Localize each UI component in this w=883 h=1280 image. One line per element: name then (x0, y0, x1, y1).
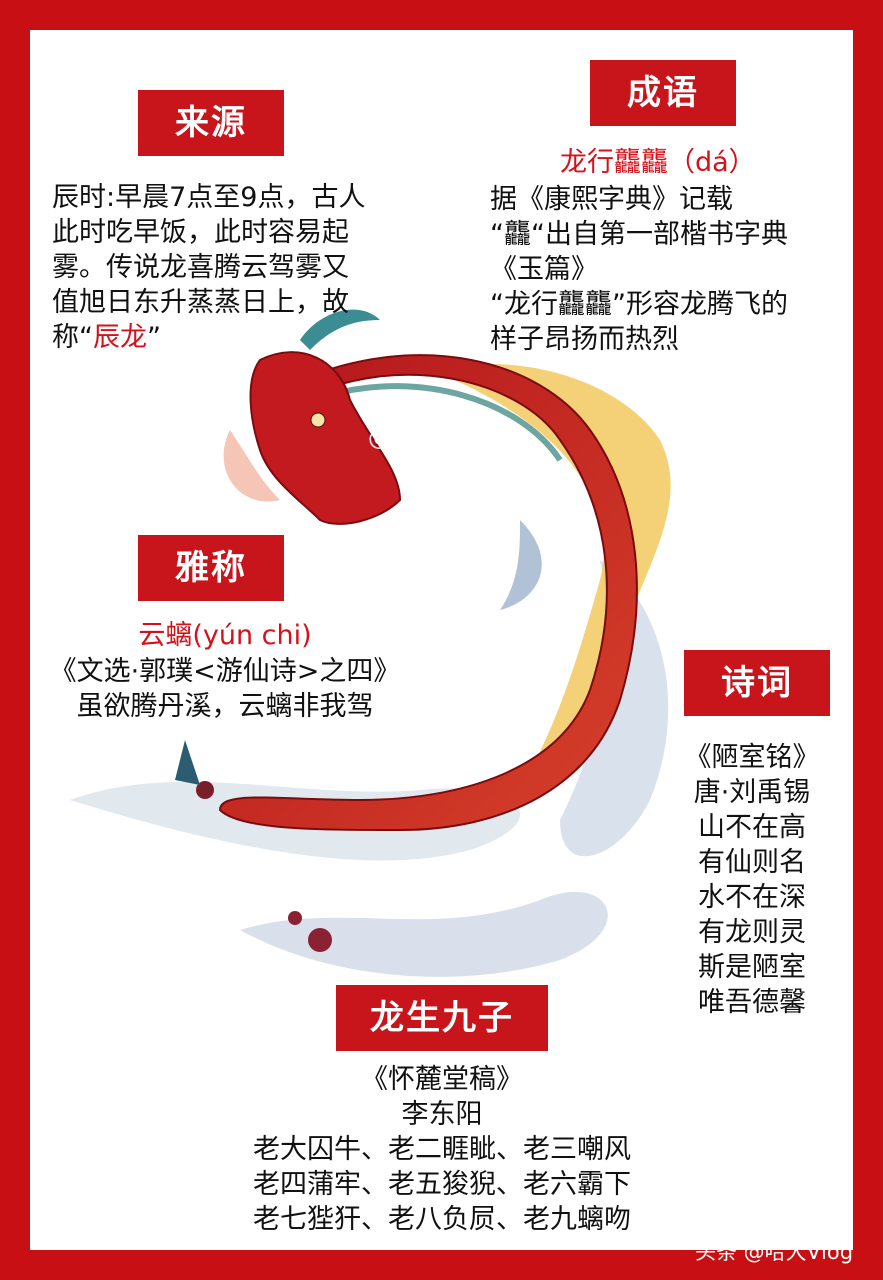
nine-sons-line: 老七狴犴、老八负屃、老九螭吻 (253, 1204, 631, 1235)
section-tag-idiom: 成语 (590, 60, 736, 126)
origin-line: 值旭日东升蒸蒸日上，故 (52, 287, 349, 318)
section-tag-origin: 来源 (138, 90, 284, 156)
poem-line: 水不在深 (698, 882, 806, 913)
tassel-shape (175, 740, 200, 785)
idiom-line: 《玉篇》 (490, 254, 598, 285)
origin-highlight: 辰龙 (93, 322, 147, 353)
poem-line: 《陋室铭》 (684, 742, 820, 773)
idiom-line: “龙行龘龘”形容龙腾飞的 (490, 289, 788, 320)
section-tag-poem: 诗词 (684, 650, 830, 716)
origin-line: 辰时:早晨7点至9点，古人 (52, 182, 366, 213)
nine-sons-line: 《怀麓堂稿》 (361, 1064, 523, 1095)
bead-shape (196, 781, 214, 799)
idiom-line: 据《康熙字典》记载 (490, 184, 733, 215)
idiom-highlight: 龙行龘龘（dá） (560, 147, 756, 178)
origin-last-prefix: 称“ (52, 322, 93, 353)
section-tag-alias: 雅称 (138, 535, 284, 601)
cloud-shape (223, 430, 280, 502)
bead-shape (288, 911, 302, 925)
nine-sons-text: 《怀麓堂稿》 李东阳 老大囚牛、老二睚眦、老三嘲风 老四蒲牢、老五狻猊、老六霸下… (200, 1062, 684, 1237)
alias-highlight: 云螭(yún chi) (138, 620, 312, 651)
nine-sons-line: 老四蒲牢、老五狻猊、老六霸下 (253, 1169, 631, 1200)
dragon-eye (310, 412, 326, 428)
idiom-line: “龘“出自第一部楷书字典 (490, 219, 788, 250)
dragon-head (249, 351, 402, 525)
ribbon-shape (500, 520, 542, 610)
alias-text: 《文选·郭璞<游仙诗>之四》 虽欲腾丹溪，云螭非我驾 (40, 654, 410, 724)
origin-line: 此时吃早饭，此时容易起 (52, 217, 349, 248)
poem-line: 有龙则灵 (698, 917, 806, 948)
ribbon-shape (240, 891, 608, 977)
dragon-pattern (329, 383, 563, 462)
poem-line: 有仙则名 (698, 847, 806, 878)
footer-credit: 头条 @哈大Vlog (695, 1240, 854, 1264)
dragon-body (218, 354, 638, 832)
idiom-line: 样子昂扬而热烈 (490, 324, 679, 355)
origin-line: 雾。传说龙喜腾云驾雾又 (52, 252, 349, 283)
watermark: @小小团麻麻 (368, 426, 501, 451)
origin-last-line: 称“辰龙” (52, 320, 365, 355)
nine-sons-line: 老大囚牛、老二睚眦、老三嘲风 (253, 1134, 631, 1165)
nine-sons-line: 李东阳 (401, 1099, 483, 1130)
dragon-horn (300, 309, 380, 350)
alias-line: 《文选·郭璞<游仙诗>之四》 (49, 656, 401, 687)
origin-text: 辰时:早晨7点至9点，古人 此时吃早饭，此时容易起 雾。传说龙喜腾云驾雾又 值旭… (52, 180, 365, 355)
poem-line: 唐·刘禹锡 (693, 777, 811, 808)
origin-last-suffix: ” (147, 322, 161, 353)
bead-shape (308, 928, 332, 952)
poem-text: 《陋室铭》 唐·刘禹锡 山不在高 有仙则名 水不在深 有龙则灵 斯是陋室 唯吾德… (672, 740, 832, 1020)
poem-line: 山不在高 (698, 812, 806, 843)
idiom-text: 据《康熙字典》记载 “龘“出自第一部楷书字典 《玉篇》 “龙行龘龘”形容龙腾飞的… (490, 182, 788, 357)
alias-line: 虽欲腾丹溪，云螭非我驾 (76, 691, 374, 722)
poem-line: 唯吾德馨 (698, 987, 806, 1018)
poem-line: 斯是陋室 (698, 952, 806, 983)
section-tag-nine-sons: 龙生九子 (336, 985, 548, 1051)
